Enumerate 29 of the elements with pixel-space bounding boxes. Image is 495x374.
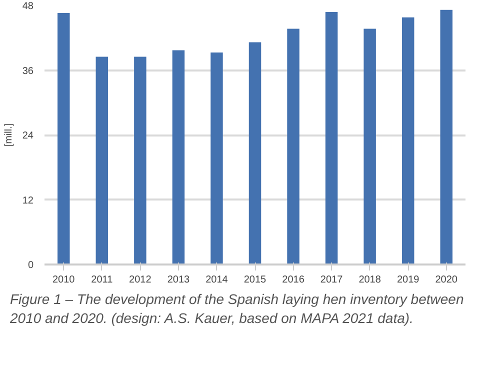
bar [440, 10, 452, 264]
y-tick-label: 48 [22, 1, 34, 12]
bar [210, 52, 223, 264]
x-tick-label: 2010 [52, 274, 76, 286]
bar [325, 12, 338, 264]
x-tick-label: 2018 [358, 274, 382, 286]
y-tick-label: 24 [22, 130, 34, 142]
bar [364, 28, 376, 264]
x-tick-label: 2019 [396, 274, 420, 286]
x-tick-label: 2017 [320, 274, 344, 286]
bar [287, 28, 300, 264]
x-tick-label: 2012 [129, 274, 152, 286]
x-tick-label: 2014 [206, 274, 228, 286]
caption: Figure 1 – The development of the Spanish laying hen inventory between 2010 and 2020. (design: A.S. Kauer, based on MAPA 2021 data). [10, 290, 465, 328]
x-tick-label: 2013 [167, 274, 190, 286]
x-tick-label: 2016 [282, 274, 305, 286]
bar [96, 56, 108, 264]
bar [172, 50, 185, 264]
x-tick-label: 2011 [91, 274, 114, 286]
bar [134, 56, 146, 264]
x-tick-label: 2015 [244, 274, 267, 286]
x-tick-label: 2020 [435, 274, 458, 286]
y-tick-label: 36 [22, 66, 34, 77]
y-axis-title: [mill.] [3, 123, 14, 147]
y-tick-label: 12 [22, 195, 34, 206]
bar [402, 17, 414, 264]
y-tick-label: 0 [28, 260, 34, 271]
bar [58, 13, 70, 264]
bar [248, 42, 262, 264]
